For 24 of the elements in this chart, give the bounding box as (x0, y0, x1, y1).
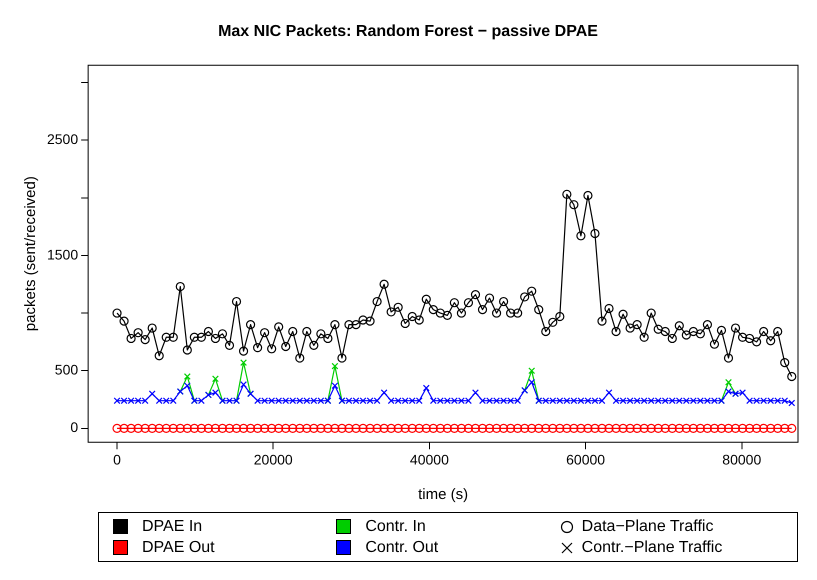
x-tick-label: 80000 (722, 451, 762, 468)
y-axis-title: packets (sent/received) (22, 176, 40, 332)
legend-label: Contr. In (365, 517, 426, 537)
y-tick-label: 2500 (46, 131, 78, 147)
legend-label: DPAE In (142, 517, 202, 537)
point (528, 367, 536, 374)
point (331, 362, 338, 370)
x-tick-label: 0 (113, 451, 122, 468)
point (184, 373, 191, 380)
x-tick-label: 60000 (566, 451, 606, 468)
x-tick-label: 20000 (254, 451, 293, 468)
point (240, 359, 247, 366)
y-tick-label: 500 (54, 362, 78, 378)
text: Contr.−Plane Traffic (582, 538, 722, 558)
point (212, 375, 219, 382)
y-tick-label: 0 (70, 419, 78, 436)
text: Data−Plane Traffic (582, 517, 714, 537)
chart-title: Max NIC Packets: Random Forest − passive DPAE (218, 23, 598, 40)
x-axis-title: time (s) (418, 486, 468, 504)
legend-label: DPAE Out (142, 538, 215, 558)
point (725, 378, 732, 386)
x-tick-label: 40000 (410, 451, 450, 468)
legend-label: Contr. Out (365, 538, 438, 558)
y-tick-label: 1500 (46, 246, 78, 262)
